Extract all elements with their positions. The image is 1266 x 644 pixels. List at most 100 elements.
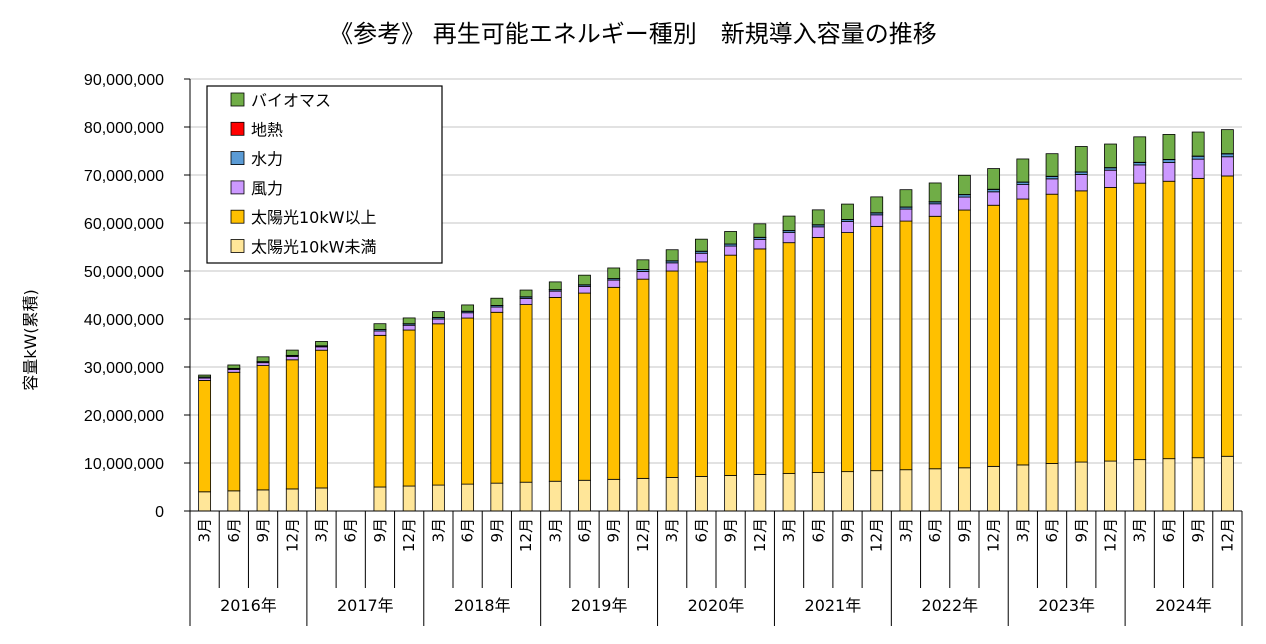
bar-stack (578, 274, 591, 512)
bar-segment (519, 304, 533, 483)
legend-label: 地熱 (251, 120, 283, 139)
legend-label: 風力 (251, 179, 283, 198)
bar-segment (285, 359, 299, 490)
bar-segment (928, 215, 942, 470)
x-tick-label: 9月 (254, 518, 272, 543)
legend-label: 水力 (251, 150, 283, 169)
x-tick-label: 12月 (985, 518, 1003, 552)
bar-segment (1162, 458, 1176, 512)
bar-stack (431, 311, 445, 512)
bar-stack (198, 374, 212, 512)
x-tick-label: 6月 (576, 518, 594, 543)
bar-segment (870, 470, 884, 512)
x-tick-label: 6月 (342, 518, 360, 543)
x-tick-label: 12月 (517, 518, 535, 552)
y-tick-label: 70,000,000 (84, 168, 164, 185)
bar-segment (899, 220, 913, 471)
bar-segment (1162, 180, 1176, 460)
bar-segment (198, 380, 212, 493)
bar-segment (636, 259, 650, 270)
legend-swatch (230, 180, 245, 195)
bar-segment (1220, 175, 1234, 457)
x-tick-label: 3月 (429, 518, 447, 543)
y-tick-label: 10,000,000 (84, 456, 164, 473)
bar-stack (957, 174, 971, 512)
bar-stack (1016, 158, 1030, 512)
bar-segment (285, 349, 299, 356)
bar-stack (1045, 153, 1059, 512)
bar-stack (899, 189, 913, 512)
chart-title: 《参考》 再生可能エネルギー種別 新規導入容量の推移 (329, 20, 937, 48)
y-tick-label: 50,000,000 (84, 264, 164, 281)
bar-segment (987, 191, 1001, 206)
bars (198, 129, 1234, 512)
bar-segment (1133, 136, 1147, 163)
legend-label: バイオマス (251, 91, 331, 110)
bar-segment (607, 267, 621, 279)
x-tick-label: 3月 (663, 518, 681, 543)
bar-segment (1162, 162, 1176, 182)
bar-segment (285, 488, 299, 512)
x-tick-label: 9月 (1072, 518, 1090, 543)
bar-segment (402, 317, 416, 325)
bar-segment (1220, 156, 1234, 177)
bar-stack (461, 304, 475, 512)
legend-item: バイオマス (230, 91, 331, 110)
bar-segment (1045, 178, 1059, 195)
bar-segment (899, 189, 913, 208)
y-tick-label: 60,000,000 (84, 216, 164, 233)
bar-segment (1045, 463, 1059, 512)
bar-segment (402, 324, 416, 331)
bar-segment (753, 223, 767, 238)
x-tick-label: 12月 (283, 518, 301, 552)
legend-item: 太陽光10kW未満 (230, 238, 376, 257)
bar-segment (1104, 143, 1117, 168)
bar-segment (227, 364, 241, 369)
bar-segment (402, 485, 416, 512)
bar-segment (928, 203, 942, 217)
bar-stack (256, 356, 270, 512)
bar-segment (1104, 169, 1117, 188)
bar-segment (811, 236, 825, 473)
bar-segment (987, 204, 1001, 467)
bar-segment (431, 484, 445, 512)
bar-segment (1045, 193, 1059, 464)
bar-segment (636, 271, 650, 280)
legend-item: 水力 (230, 150, 283, 169)
x-year-label: 2017年 (337, 596, 394, 615)
bar-segment (811, 472, 825, 512)
bar-segment (285, 356, 299, 361)
legend-swatch (230, 121, 245, 136)
bar-segment (1191, 155, 1205, 160)
bar-segment (782, 242, 796, 474)
bar-segment (694, 238, 708, 252)
bar-segment (957, 174, 971, 195)
x-tick-label: 3月 (196, 518, 214, 543)
legend-swatch (230, 92, 245, 107)
x-tick-label: 6月 (926, 518, 944, 543)
bar-stack (373, 323, 387, 512)
bar-stack (1104, 143, 1117, 512)
bar-segment (1220, 153, 1234, 158)
bar-segment (1074, 174, 1088, 192)
bar-segment (1104, 187, 1117, 462)
legend-item: 風力 (230, 179, 283, 198)
y-tick-label: 90,000,000 (84, 72, 164, 89)
legend-swatch (230, 239, 245, 253)
bar-segment (1133, 164, 1147, 184)
bar-segment (578, 274, 591, 286)
x-year-label: 2020年 (688, 596, 745, 615)
legend-item: 太陽光10kW以上 (230, 208, 376, 227)
bar-segment (256, 356, 270, 363)
bar-stack (548, 281, 562, 512)
bar-segment (1016, 464, 1030, 512)
bar-stack (607, 267, 621, 512)
bar-segment (1133, 459, 1147, 512)
y-tick-label: 0 (155, 504, 164, 521)
x-tick-label: 9月 (1189, 518, 1207, 543)
bar-segment (753, 248, 767, 475)
bar-segment (694, 261, 708, 477)
bar-segment (1104, 460, 1117, 512)
bar-segment (1016, 184, 1030, 200)
